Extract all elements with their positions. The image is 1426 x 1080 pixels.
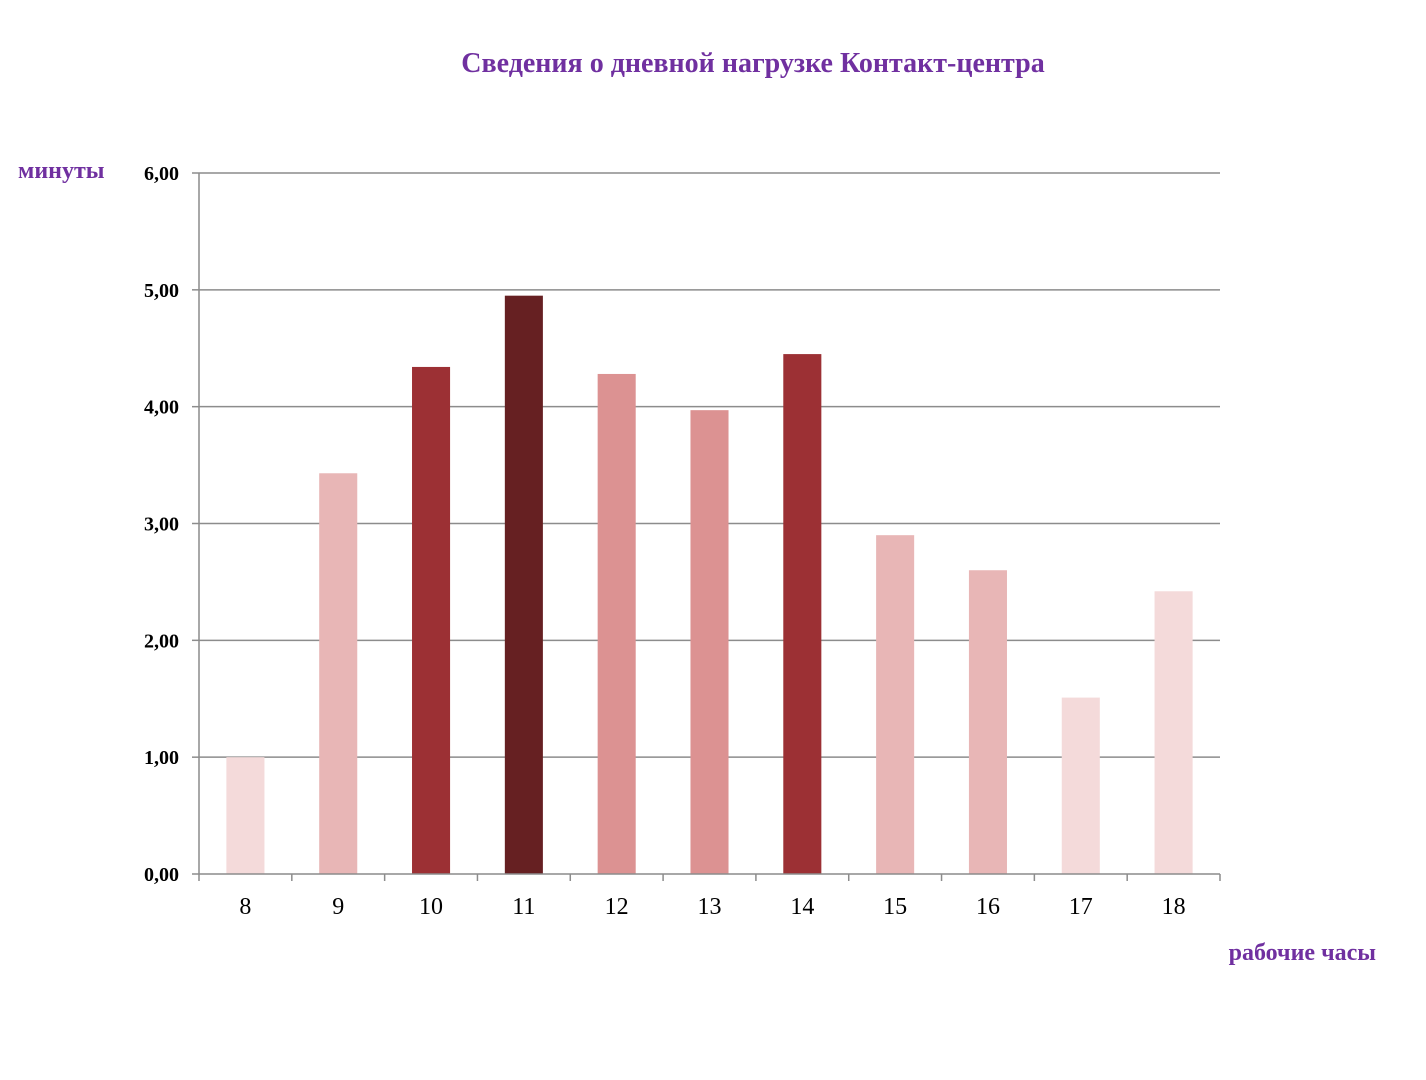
bar-10 (412, 366, 451, 874)
axes (192, 172, 1221, 881)
x-tick-label: 11 (512, 894, 535, 920)
bar-9 (319, 473, 358, 874)
bar-12 (597, 373, 636, 874)
y-tick-label: 4,00 (144, 397, 179, 419)
x-tick-label: 10 (419, 894, 443, 920)
y-tick-label: 2,00 (144, 630, 179, 652)
tick-labels: 0,00 1,00 2,00 3,00 4,00 5,00 6,00 8 9 10 11 12 13 14… (144, 163, 1186, 920)
gridlines (199, 172, 1220, 758)
bar-17 (1061, 697, 1100, 874)
y-axis-label: минуты (18, 158, 105, 184)
y-tick-label: 6,00 (144, 163, 179, 185)
x-tick-label: 14 (790, 894, 814, 920)
x-tick-label: 17 (1069, 894, 1093, 920)
y-tick-label: 5,00 (144, 280, 179, 302)
bar-15 (876, 535, 915, 874)
bar-14 (783, 354, 822, 874)
bar-16 (968, 570, 1007, 874)
x-tick-label: 16 (976, 894, 1000, 920)
bar-13 (690, 410, 729, 874)
y-tick-label: 3,00 (144, 514, 179, 536)
y-tick-label: 1,00 (144, 747, 179, 769)
bar-18 (1154, 591, 1193, 874)
x-tick-label: 18 (1162, 894, 1186, 920)
chart-title: Сведения о дневной нагрузке Контакт-цент… (461, 48, 1045, 79)
x-tick-label: 8 (239, 894, 251, 920)
bar-8 (226, 757, 265, 874)
x-tick-label: 15 (883, 894, 907, 920)
x-tick-label: 12 (605, 894, 629, 920)
x-axis-label: рабочие часы (1228, 940, 1376, 966)
x-tick-label: 9 (332, 894, 344, 920)
bar-11 (504, 295, 543, 874)
x-tick-label: 13 (698, 894, 722, 920)
bars (226, 295, 1193, 874)
y-tick-label: 0,00 (144, 864, 179, 886)
